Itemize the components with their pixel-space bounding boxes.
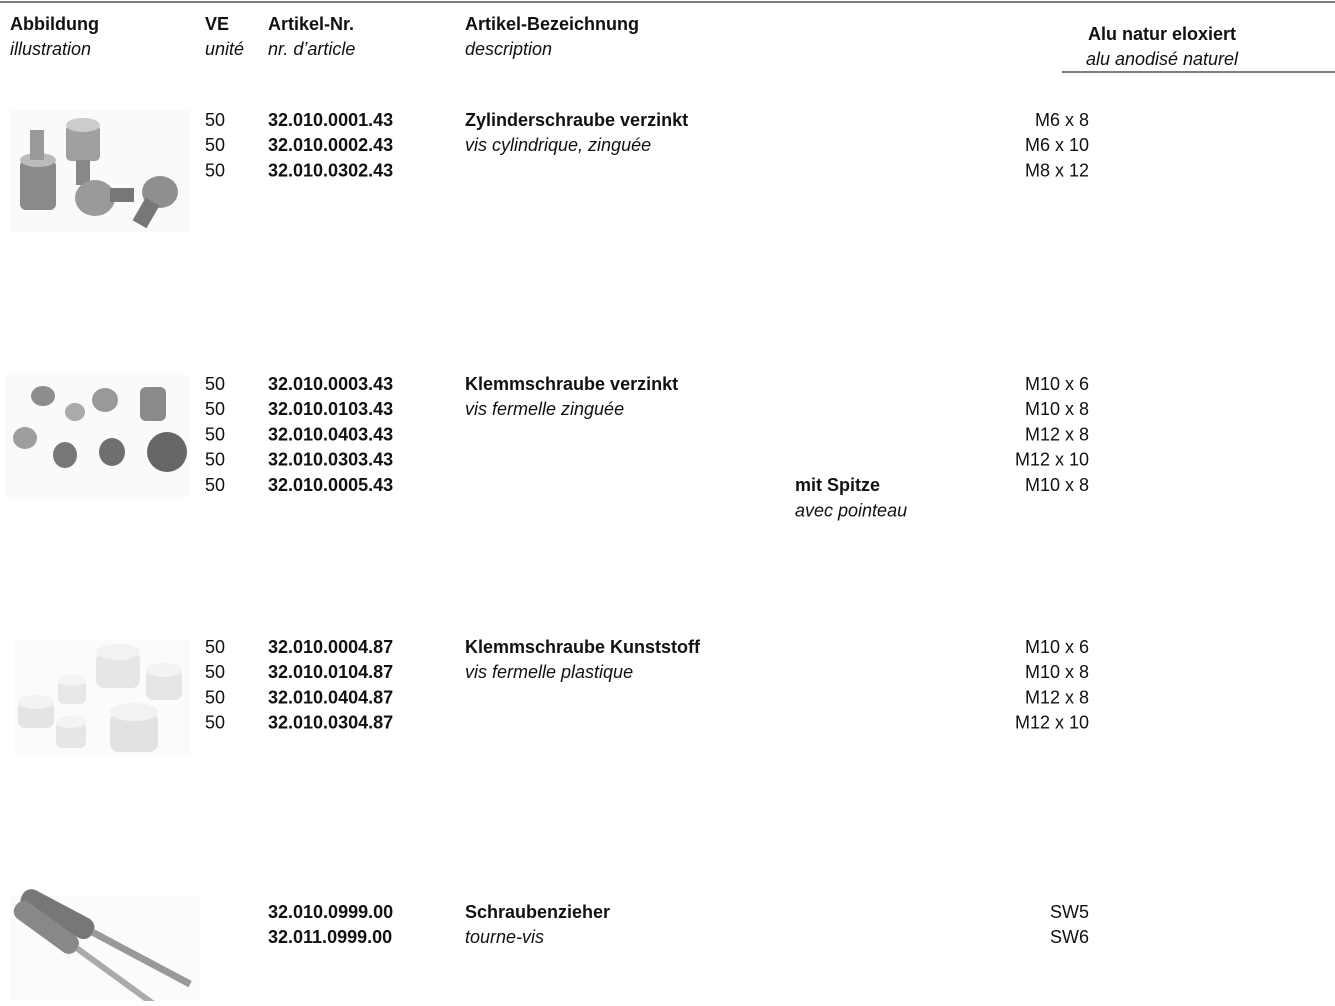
size: SW5 — [1050, 902, 1089, 922]
product-name: Schraubenzieher — [465, 902, 610, 922]
article-number: 32.010.0302.43 — [268, 160, 393, 180]
product-name-fr: vis cylindrique, zinguée — [465, 135, 651, 155]
article-number: 32.010.0304.87 — [268, 713, 393, 733]
article-number: 32.010.0003.43 — [268, 374, 393, 394]
size: M12 x 8 — [1025, 687, 1089, 707]
variant-note-fr: avec pointeau — [795, 500, 907, 520]
size: M12 x 10 — [1015, 713, 1089, 733]
column-subtitle: nr. d’article — [268, 39, 355, 59]
unit-count: 50 — [205, 637, 225, 657]
unit-count: 50 — [205, 475, 225, 495]
article-number: 32.010.0404.87 — [268, 687, 393, 707]
unit-count: 50 — [205, 110, 225, 130]
article-number: 32.010.0104.87 — [268, 662, 393, 682]
unit-count: 50 — [205, 713, 225, 733]
article-number: 32.011.0999.00 — [268, 927, 392, 947]
unit-count: 50 — [205, 374, 225, 394]
size: M10 x 8 — [1025, 475, 1089, 495]
article-number: 32.010.0303.43 — [268, 450, 393, 470]
article-number: 32.010.0103.43 — [268, 399, 393, 419]
size: SW6 — [1050, 927, 1089, 947]
column-subtitle: alu anodisé naturel — [1086, 49, 1239, 69]
size: M6 x 8 — [1035, 110, 1089, 130]
product-image — [5, 375, 190, 497]
unit-count: 50 — [205, 160, 225, 180]
column-subtitle: illustration — [10, 39, 91, 59]
size: M10 x 8 — [1025, 662, 1089, 682]
product-name: Klemmschraube verzinkt — [465, 374, 678, 394]
size: M6 x 10 — [1025, 135, 1089, 155]
unit-count: 50 — [205, 450, 225, 470]
unit-count: 50 — [205, 687, 225, 707]
product-image — [10, 889, 200, 1006]
size: M10 x 6 — [1025, 374, 1089, 394]
article-number: 32.010.0001.43 — [268, 110, 393, 130]
size: M10 x 8 — [1025, 399, 1089, 419]
article-number: 32.010.0002.43 — [268, 135, 393, 155]
product-image — [10, 110, 190, 232]
column-subtitle: description — [465, 39, 552, 59]
size: M8 x 12 — [1025, 160, 1089, 180]
size: M12 x 10 — [1015, 450, 1089, 470]
unit-count: 50 — [205, 135, 225, 155]
size: M10 x 6 — [1025, 637, 1089, 657]
product-image — [15, 640, 190, 755]
product-name-fr: vis fermelle zinguée — [465, 399, 624, 419]
column-title: Artikel-Nr. — [268, 14, 354, 34]
article-number: 32.010.0403.43 — [268, 424, 393, 444]
column-title: Artikel-Bezeichnung — [465, 14, 639, 34]
product-name-fr: vis fermelle plastique — [465, 662, 633, 682]
article-number: 32.010.0005.43 — [268, 475, 393, 495]
article-number: 32.010.0004.87 — [268, 637, 393, 657]
column-title: Abbildung — [10, 14, 99, 34]
variant-note: mit Spitze — [795, 475, 880, 495]
product-name: Zylinderschraube verzinkt — [465, 110, 688, 130]
product-name-fr: tourne-vis — [465, 927, 544, 947]
column-title: Alu natur eloxiert — [1088, 24, 1236, 44]
unit-count: 50 — [205, 424, 225, 444]
article-number: 32.010.0999.00 — [268, 902, 393, 922]
size: M12 x 8 — [1025, 424, 1089, 444]
product-name: Klemmschraube Kunststoff — [465, 637, 701, 657]
column-title: VE — [205, 14, 229, 34]
unit-count: 50 — [205, 662, 225, 682]
column-subtitle: unité — [205, 39, 244, 59]
unit-count: 50 — [205, 399, 225, 419]
